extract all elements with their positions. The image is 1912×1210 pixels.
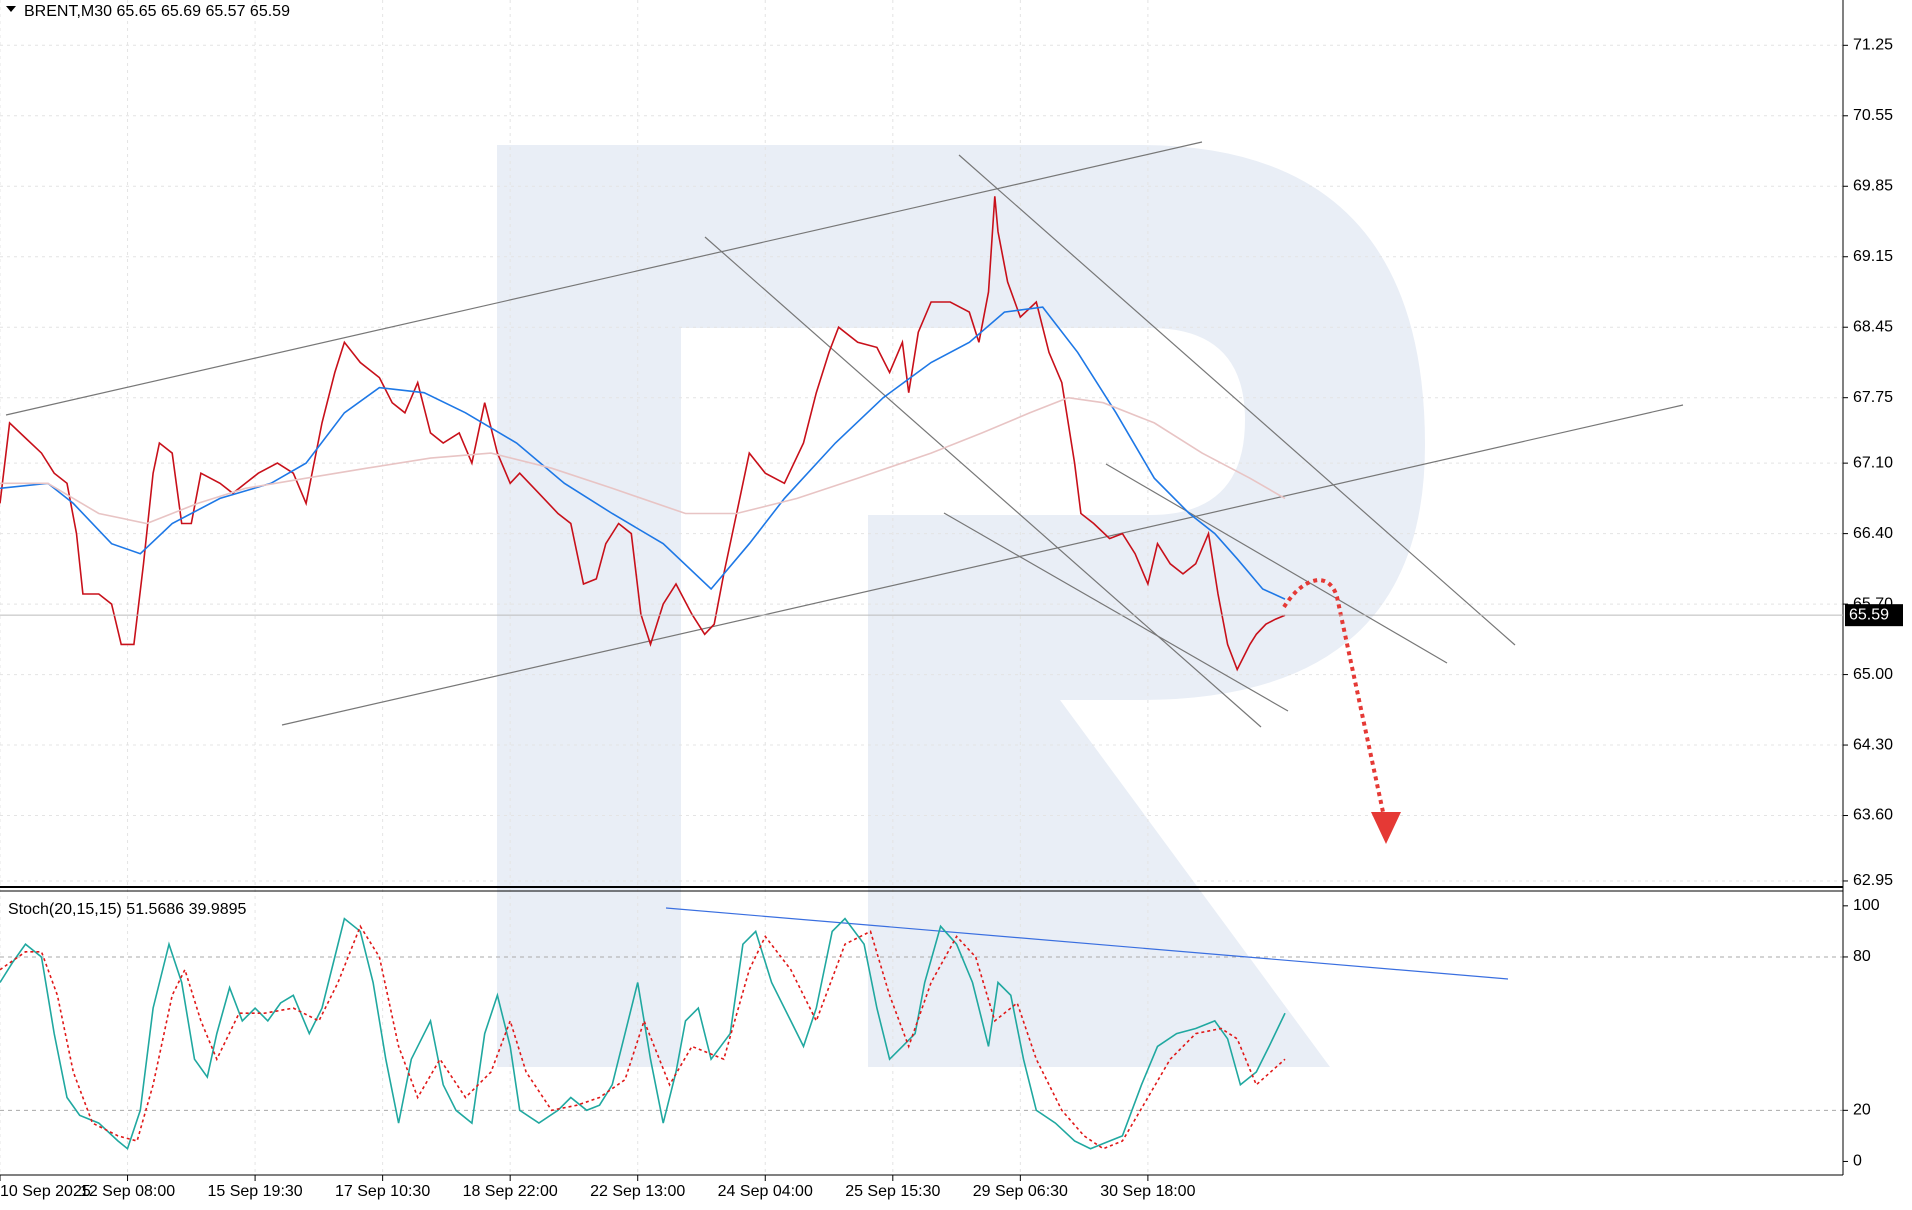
series-line xyxy=(0,396,1286,525)
x-tick-label: 18 Sep 22:00 xyxy=(463,1183,558,1200)
forecast-arrow xyxy=(1282,577,1401,844)
trend-lines xyxy=(5,141,1684,728)
stoch-title: Stoch(20,15,15) 51.5686 39.9895 xyxy=(8,901,247,918)
y-tick-label: 64.30 xyxy=(1853,736,1893,753)
x-tick-label: 15 Sep 19:30 xyxy=(207,1183,302,1200)
x-tick-label: 22 Sep 13:00 xyxy=(590,1183,685,1200)
y-tick-label: 71.25 xyxy=(1853,37,1893,54)
y-tick-label: 67.75 xyxy=(1853,389,1893,406)
y-tick-label: 67.10 xyxy=(1853,454,1893,471)
menu-icon xyxy=(6,6,16,12)
stoch-trend-line xyxy=(665,907,1509,980)
series-line xyxy=(0,917,1286,1151)
y-tick-label: 65.00 xyxy=(1853,666,1893,683)
series-line xyxy=(0,306,1286,600)
x-tick-label: 12 Sep 08:00 xyxy=(80,1183,175,1200)
grid xyxy=(0,0,1843,1175)
chart-title: BRENT,M30 65.65 65.69 65.57 65.59 xyxy=(24,3,290,20)
y-tick-label: 70.55 xyxy=(1853,107,1893,124)
y-tick-label: 62.95 xyxy=(1853,872,1893,889)
y-tick-label: 80 xyxy=(1853,948,1871,965)
y-tick-label: 69.85 xyxy=(1853,177,1893,194)
y-tick-label: 69.15 xyxy=(1853,248,1893,265)
x-tick-label: 30 Sep 18:00 xyxy=(1100,1183,1195,1200)
x-tick-label: 24 Sep 04:00 xyxy=(718,1183,813,1200)
y-tick-label: 0 xyxy=(1853,1153,1862,1170)
last-price-box xyxy=(1845,604,1903,627)
x-tick-label: 10 Sep 2025 xyxy=(0,1183,91,1200)
x-tick-label: 25 Sep 15:30 xyxy=(845,1183,940,1200)
last-price-label: 65.59 xyxy=(1849,606,1889,623)
y-tick-label: 68.45 xyxy=(1853,318,1893,335)
series-line xyxy=(0,924,1286,1150)
x-tick-label: 17 Sep 10:30 xyxy=(335,1183,430,1200)
y-tick-label: 100 xyxy=(1853,897,1880,914)
y-tick-label: 20 xyxy=(1853,1102,1871,1119)
y-tick-label: 66.40 xyxy=(1853,525,1893,542)
x-tick-label: 29 Sep 06:30 xyxy=(973,1183,1068,1200)
y-tick-label: 63.60 xyxy=(1853,807,1893,824)
plot xyxy=(0,196,1286,1151)
series-line xyxy=(0,196,1286,672)
